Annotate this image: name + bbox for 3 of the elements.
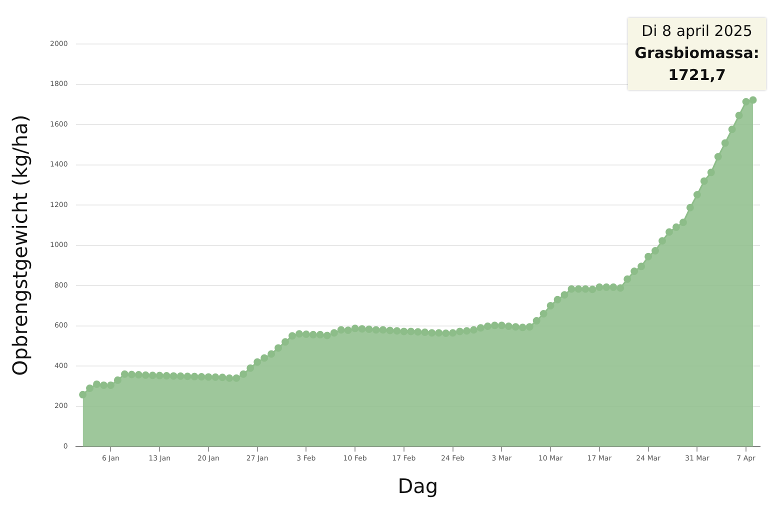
annotation: Di 8 april 2025 Grasbiomassa: 1721,7 xyxy=(634,22,760,84)
y-axis-title: Opbrengstgewicht (kg/ha) xyxy=(8,114,32,376)
x-axis-title: Dag xyxy=(398,474,438,498)
